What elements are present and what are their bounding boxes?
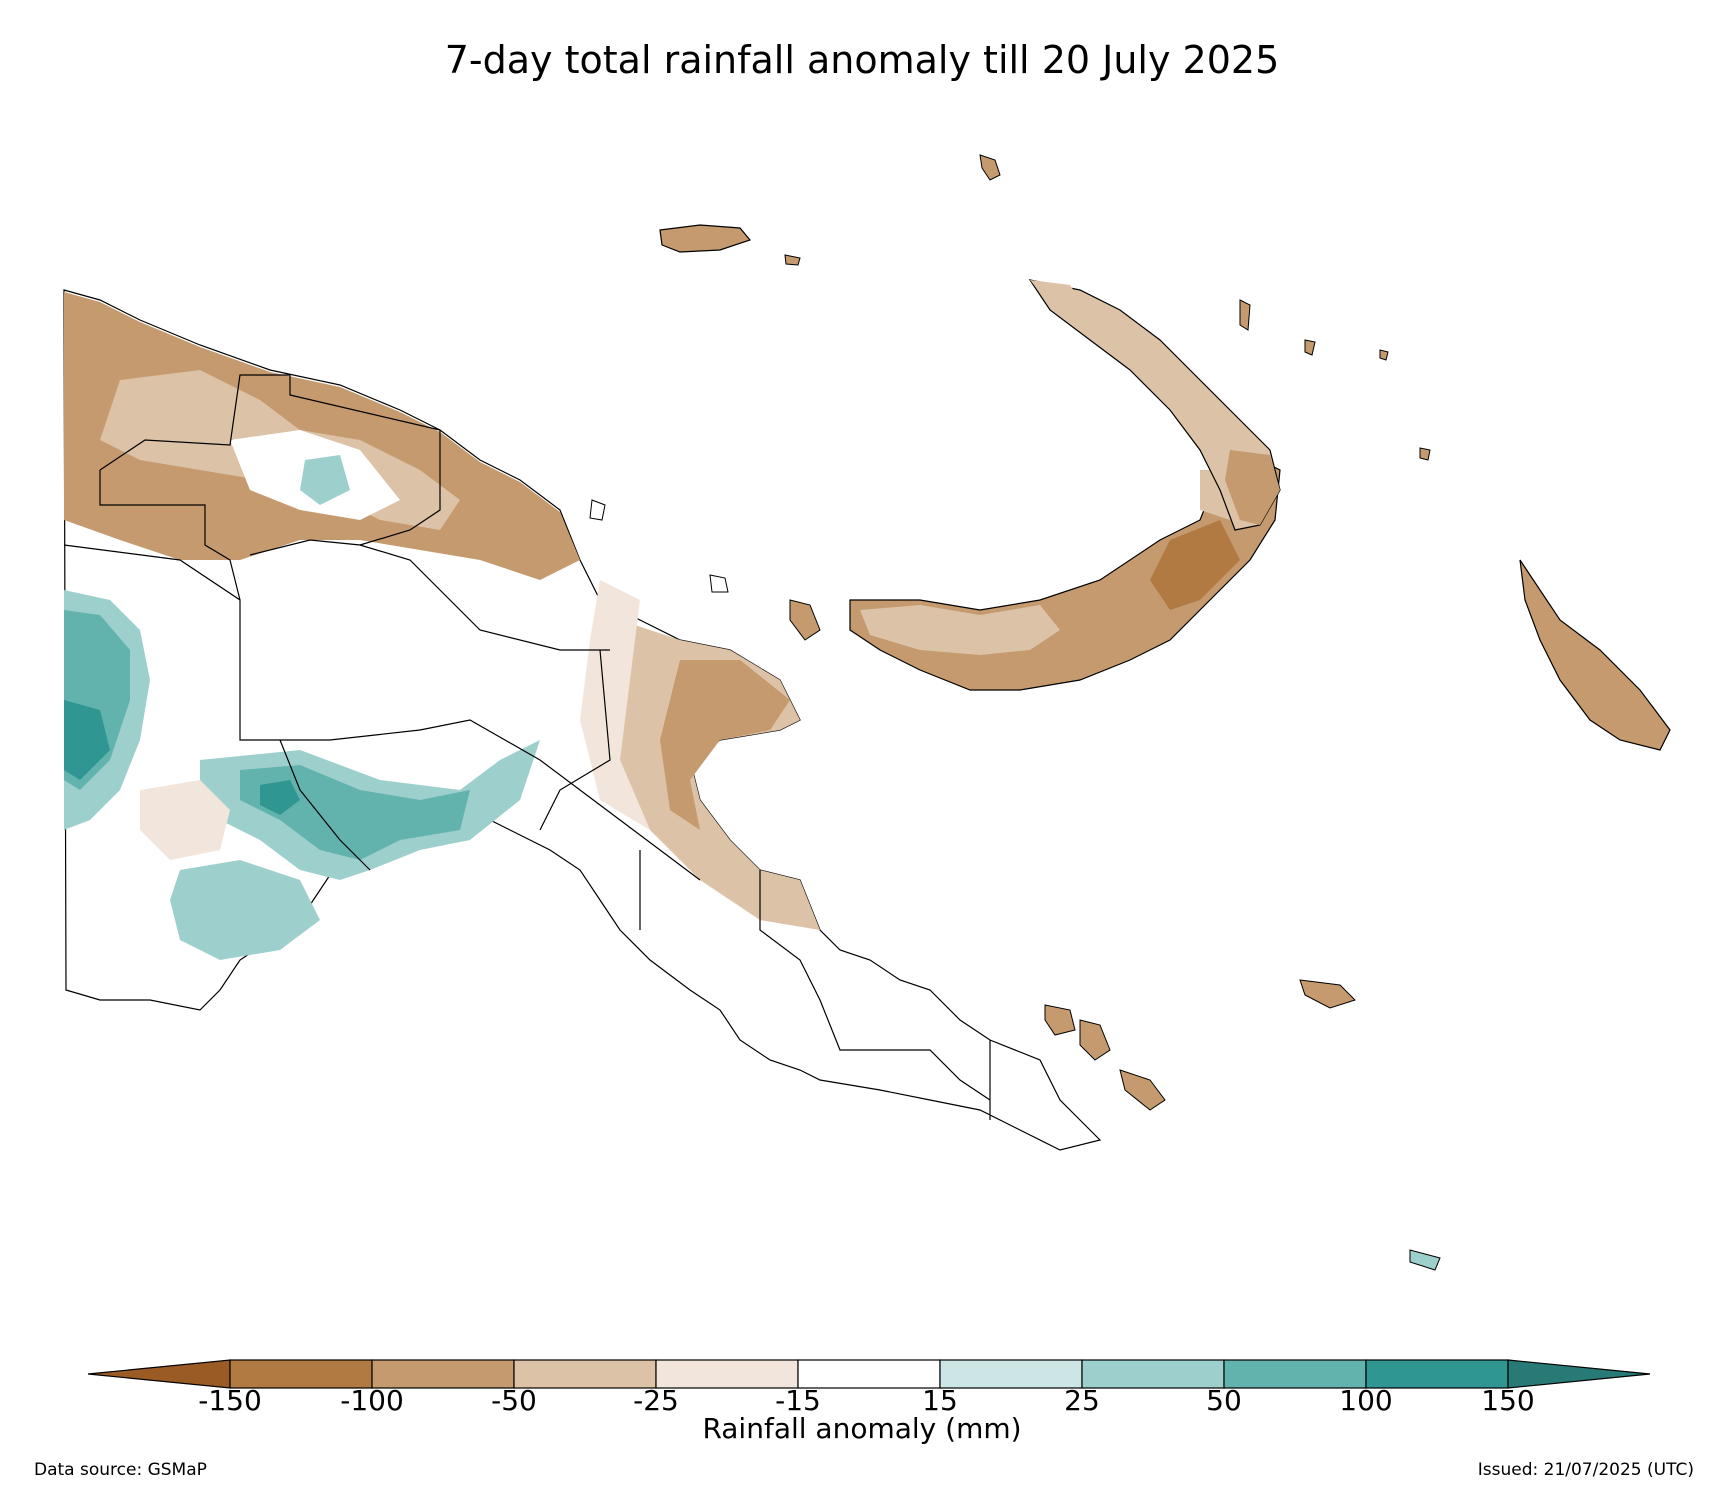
colorbar-tick: -50 — [491, 1384, 537, 1417]
issued-date: Issued: 21/07/2025 (UTC) — [1477, 1460, 1694, 1480]
mainland — [63, 289, 1102, 1151]
colorbar-label: Rainfall anomaly (mm) — [702, 1412, 1022, 1445]
colorbar-tick: 15 — [922, 1384, 958, 1417]
small-islands — [589, 154, 1441, 1271]
colorbar-tick: 100 — [1339, 1384, 1393, 1417]
bougainville — [1519, 559, 1671, 751]
data-source: Data source: GSMaP — [34, 1460, 207, 1480]
map-title: 7-day total rainfall anomaly till 20 Jul… — [444, 38, 1280, 82]
new-britain — [849, 459, 1281, 691]
manus-island — [659, 224, 801, 266]
new-ireland — [1028, 279, 1281, 531]
colorbar-tick: -25 — [633, 1384, 679, 1417]
colorbar-tick: -100 — [340, 1384, 404, 1417]
colorbar — [87, 1359, 1651, 1389]
colorbar-tick: 25 — [1064, 1384, 1100, 1417]
colorbar-tick: 150 — [1481, 1384, 1535, 1417]
colorbar-tick: -15 — [775, 1384, 821, 1417]
colorbar-tick: 50 — [1206, 1384, 1242, 1417]
colorbar-tick: -150 — [198, 1384, 262, 1417]
